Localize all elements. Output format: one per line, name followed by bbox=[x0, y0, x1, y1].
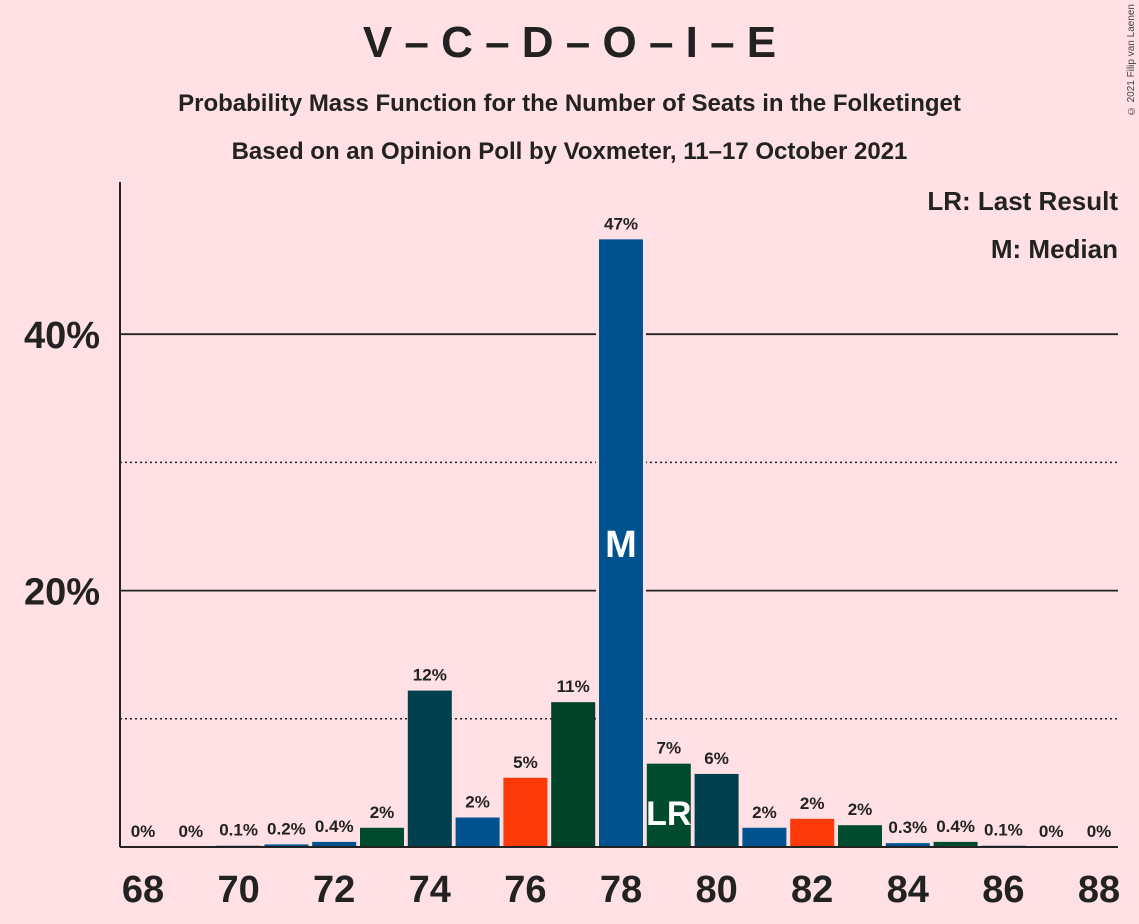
x-tick-label: 86 bbox=[982, 869, 1024, 911]
bar-value-label: 47% bbox=[604, 214, 638, 233]
legend-last-result: LR: Last Result bbox=[927, 186, 1118, 216]
bar-seat-77 bbox=[551, 702, 596, 847]
bar-value-label: 0.1% bbox=[984, 821, 1023, 840]
bar-labels: 0% 0% 0.1% 0.2% 0.4% 2% 12% 2% 5% 11% 47% M 7% LR 6% 2%… bbox=[131, 214, 1112, 841]
bar-seat-74 bbox=[407, 690, 452, 847]
bar-seat-76 bbox=[503, 777, 548, 847]
chart-subtitle: Probability Mass Function for the Number… bbox=[178, 90, 961, 117]
bar-value-label: 0.3% bbox=[888, 818, 927, 837]
x-tick-label: 70 bbox=[217, 869, 259, 911]
last-result-marker: LR bbox=[646, 795, 691, 833]
x-tick-label: 82 bbox=[791, 869, 833, 911]
x-tick-label: 74 bbox=[409, 869, 451, 911]
y-tick-label: 20% bbox=[24, 572, 100, 614]
bar-value-label: 2% bbox=[370, 803, 395, 822]
bar-value-label: 0% bbox=[131, 822, 156, 841]
axes: 20% 40% 68 70 72 74 76 78 80 82 84 86 88 bbox=[24, 182, 1120, 911]
bar-value-label: 12% bbox=[413, 666, 447, 685]
y-tick-label: 40% bbox=[24, 315, 100, 357]
bar-seat-85 bbox=[933, 841, 978, 847]
x-tick-label: 88 bbox=[1078, 869, 1120, 911]
bar-value-label: 0% bbox=[1039, 822, 1064, 841]
bar-value-label: 0.1% bbox=[219, 821, 258, 840]
bar-seat-80 bbox=[694, 773, 739, 847]
bar-value-label: 7% bbox=[657, 739, 682, 758]
bar-seat-81 bbox=[742, 827, 787, 847]
bar-seat-78 bbox=[599, 239, 643, 847]
bar-seat-71 bbox=[264, 844, 309, 847]
bar-seat-73 bbox=[360, 827, 404, 847]
bar-seat-75 bbox=[455, 817, 500, 847]
legend-median: M: Median bbox=[991, 234, 1118, 264]
bar-value-label: 2% bbox=[848, 800, 873, 819]
bar-value-label: 11% bbox=[557, 677, 590, 696]
bars bbox=[216, 237, 1026, 847]
bar-value-label: 6% bbox=[704, 749, 729, 768]
chart-title: V – C – D – O – I – E bbox=[362, 18, 777, 67]
x-tick-label: 68 bbox=[122, 869, 164, 911]
bar-seat-83 bbox=[838, 825, 882, 847]
x-tick-label: 84 bbox=[887, 869, 929, 911]
bar-value-label: 2% bbox=[800, 794, 825, 813]
chart-subtitle-source: Based on an Opinion Poll by Voxmeter, 11… bbox=[231, 138, 908, 165]
x-tick-label: 80 bbox=[695, 869, 737, 911]
median-marker: M bbox=[605, 524, 637, 566]
x-tick-label: 76 bbox=[504, 869, 546, 911]
bar-value-label: 0% bbox=[179, 822, 204, 841]
x-tick-label: 72 bbox=[313, 869, 355, 911]
bar-value-label: 2% bbox=[465, 793, 490, 812]
bar-seat-84 bbox=[885, 843, 930, 847]
bar-value-label: 2% bbox=[752, 803, 777, 822]
bar-value-label: 0.4% bbox=[936, 817, 975, 836]
bar-seat-82 bbox=[790, 818, 835, 847]
bar-value-label: 0.4% bbox=[315, 817, 354, 836]
x-tick-label: 78 bbox=[600, 869, 642, 911]
bar-value-label: 0.2% bbox=[267, 819, 306, 838]
bar-seat-79 bbox=[646, 763, 691, 847]
bar-value-label: 0% bbox=[1087, 822, 1112, 841]
bar-value-label: 5% bbox=[513, 753, 538, 772]
bar-seat-72 bbox=[312, 841, 357, 847]
